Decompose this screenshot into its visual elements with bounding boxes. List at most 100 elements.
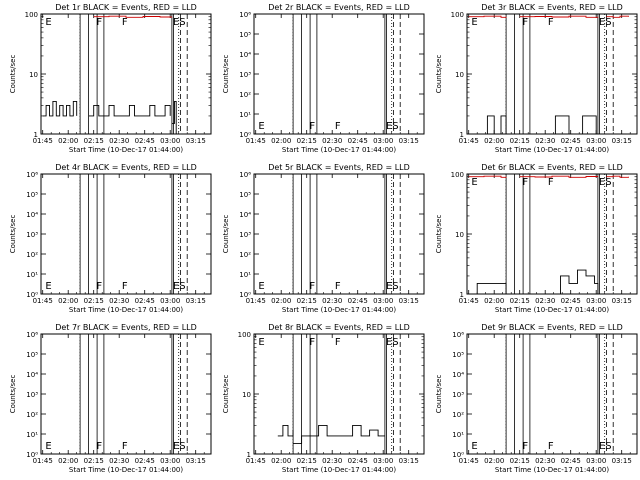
x-tick-label: 02:15 <box>297 457 317 465</box>
x-tick-label: 02:15 <box>510 457 530 465</box>
y-tick-label: 10⁶ <box>26 171 38 179</box>
y-tick-label: 10⁵ <box>26 351 38 359</box>
x-axis-label: Start Time (10-Dec-17 01:44:00) <box>495 146 609 154</box>
x-tick-label: 02:00 <box>58 297 78 305</box>
lld-series-line <box>93 15 173 18</box>
chart-panel: Det 5r BLACK = Events, RED = LLD 01:45 02:… <box>222 163 425 314</box>
y-tick-label: 10³ <box>239 231 251 239</box>
chart-panel: Det 1r BLACK = Events, RED = LLD 01:45 02:… <box>9 3 212 154</box>
chart-panel: Det 4r BLACK = Events, RED = LLD 01:45 02:… <box>9 163 212 314</box>
y-tick-label: 10¹ <box>239 111 251 119</box>
events-series-line <box>468 282 507 295</box>
x-tick-label: 02:15 <box>84 297 104 305</box>
y-tick-label: 10¹ <box>26 271 38 279</box>
lld-series-line <box>468 175 507 178</box>
x-tick-label: 03:15 <box>186 457 206 465</box>
x-tick-label: 02:30 <box>535 137 555 145</box>
chart-title: Det 6r BLACK = Events, RED = LLD <box>481 163 623 172</box>
event-annotation: F <box>548 177 554 188</box>
chart-panel: Det 7r BLACK = Events, RED = LLD 01:45 02:… <box>9 323 212 474</box>
x-tick-label: 03:15 <box>186 137 206 145</box>
chart-title: Det 4r BLACK = Events, RED = LLD <box>55 163 197 172</box>
event-annotation: F <box>309 121 315 132</box>
event-annotation: F <box>122 281 128 292</box>
event-annotation: E <box>471 177 477 188</box>
events-series-line <box>277 424 294 437</box>
y-tick-label: 10⁰ <box>26 451 38 459</box>
y-axis-label: Counts/sec <box>222 55 230 94</box>
y-tick-label: 10 <box>29 71 38 79</box>
y-tick-label: 1 <box>460 291 464 299</box>
chart-panel: Det 3r BLACK = Events, RED = LLD 01:45 02:… <box>435 3 638 154</box>
y-tick-label: 10 <box>242 391 251 399</box>
x-tick-label: 03:00 <box>586 137 606 145</box>
y-tick-label: 10 <box>455 231 464 239</box>
chart-panel: Det 6r BLACK = Events, RED = LLD 01:45 02:… <box>435 163 638 314</box>
x-tick-label: 02:45 <box>348 457 368 465</box>
event-annotation: ES <box>386 281 399 292</box>
y-tick-label: 10 <box>455 71 464 79</box>
event-annotation: ES <box>599 177 612 188</box>
events-series-line <box>293 424 385 444</box>
event-annotation: E <box>45 281 51 292</box>
y-tick-label: 10³ <box>26 391 38 399</box>
x-tick-label: 02:00 <box>484 297 504 305</box>
y-tick-label: 10² <box>26 251 38 259</box>
x-tick-label: 02:30 <box>535 297 555 305</box>
x-tick-label: 02:00 <box>58 457 78 465</box>
lld-series-line <box>519 175 599 178</box>
events-series-line <box>480 115 507 135</box>
x-tick-label: 02:30 <box>109 297 129 305</box>
x-tick-label: 03:00 <box>160 297 180 305</box>
x-tick-label: 03:00 <box>373 297 393 305</box>
lld-series-line <box>606 175 629 178</box>
x-tick-label: 02:15 <box>297 297 317 305</box>
x-tick-label: 03:00 <box>160 137 180 145</box>
x-axis-label: Start Time (10-Dec-17 01:44:00) <box>69 146 183 154</box>
x-tick-label: 02:00 <box>271 137 291 145</box>
y-tick-label: 10⁵ <box>452 351 464 359</box>
x-tick-label: 02:45 <box>135 137 155 145</box>
chart-panel: Det 2r BLACK = Events, RED = LLD 01:45 02:… <box>222 3 425 154</box>
event-annotation: ES <box>173 441 186 452</box>
event-annotation: ES <box>173 17 186 28</box>
x-tick-label: 01:45 <box>459 457 479 465</box>
x-tick-label: 02:45 <box>135 457 155 465</box>
event-annotation: F <box>548 441 554 452</box>
x-tick-label: 03:15 <box>399 457 419 465</box>
y-tick-label: 10⁰ <box>452 451 464 459</box>
x-tick-label: 02:00 <box>484 457 504 465</box>
y-tick-label: 10² <box>239 91 251 99</box>
events-series-line <box>42 100 78 117</box>
x-tick-label: 02:15 <box>84 137 104 145</box>
y-tick-label: 10⁶ <box>239 11 251 19</box>
y-tick-label: 10³ <box>239 71 251 79</box>
y-axis-label: Counts/sec <box>222 215 230 254</box>
event-annotation: F <box>522 441 528 452</box>
y-tick-label: 10⁰ <box>239 291 251 299</box>
x-tick-label: 02:45 <box>561 457 581 465</box>
event-annotation: F <box>122 17 128 28</box>
x-tick-label: 02:30 <box>535 457 555 465</box>
y-tick-label: 100 <box>25 11 38 19</box>
x-tick-label: 03:15 <box>399 297 419 305</box>
y-tick-label: 100 <box>451 11 464 19</box>
x-tick-label: 01:45 <box>459 137 479 145</box>
y-axis-label: Counts/sec <box>435 55 443 94</box>
y-axis-label: Counts/sec <box>435 375 443 414</box>
y-tick-label: 10¹ <box>26 431 38 439</box>
y-tick-label: 10⁵ <box>239 191 251 199</box>
plot-frame <box>253 13 425 135</box>
plot-frame <box>253 173 425 295</box>
event-annotation: F <box>522 17 528 28</box>
y-tick-label: 10² <box>239 251 251 259</box>
x-tick-label: 03:00 <box>373 457 393 465</box>
x-axis-label: Start Time (10-Dec-17 01:44:00) <box>282 306 396 314</box>
x-tick-label: 02:00 <box>58 137 78 145</box>
y-tick-label: 1 <box>460 131 464 139</box>
event-annotation: ES <box>599 441 612 452</box>
chart-panel: Det 9r BLACK = Events, RED = LLD 01:45 02:… <box>435 323 638 474</box>
x-tick-label: 02:45 <box>135 297 155 305</box>
lld-series-line <box>519 15 599 18</box>
x-axis-label: Start Time (10-Dec-17 01:44:00) <box>282 466 396 474</box>
